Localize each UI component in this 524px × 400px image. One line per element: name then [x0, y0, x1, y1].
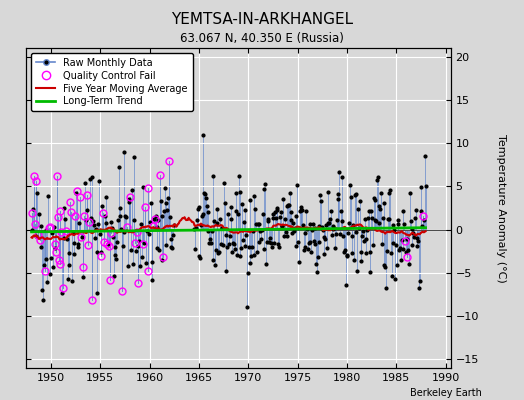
Text: YEMTSA-IN-ARKHANGEL: YEMTSA-IN-ARKHANGEL	[171, 12, 353, 27]
Legend: Raw Monthly Data, Quality Control Fail, Five Year Moving Average, Long-Term Tren: Raw Monthly Data, Quality Control Fail, …	[31, 53, 192, 111]
Text: Berkeley Earth: Berkeley Earth	[410, 388, 482, 398]
Y-axis label: Temperature Anomaly (°C): Temperature Anomaly (°C)	[496, 134, 506, 282]
Text: 63.067 N, 40.350 E (Russia): 63.067 N, 40.350 E (Russia)	[180, 32, 344, 45]
